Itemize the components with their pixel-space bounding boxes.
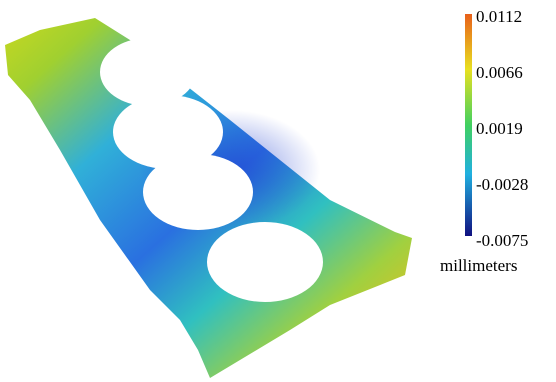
colorbar-tick-label: -0.0028 xyxy=(476,175,528,194)
deformation-render xyxy=(5,18,412,378)
bore xyxy=(207,222,323,302)
colorbar-tick-label: 0.0019 xyxy=(476,119,523,138)
colorbar-tick-label: -0.0075 xyxy=(476,231,528,250)
bore xyxy=(100,38,196,106)
bore xyxy=(143,154,253,230)
colorbar-tick-label: 0.0066 xyxy=(476,63,523,82)
figure: 0.0112 0.0066 0.0019 -0.0028 -0.0075 millime… xyxy=(0,0,556,382)
colorbar-labels: 0.0112 0.0066 0.0019 -0.0028 -0.0075 xyxy=(476,7,528,250)
colorbar-unit: millimeters xyxy=(440,256,517,275)
colorbar-tick-label: 0.0112 xyxy=(476,7,522,26)
colorbar xyxy=(465,14,472,236)
